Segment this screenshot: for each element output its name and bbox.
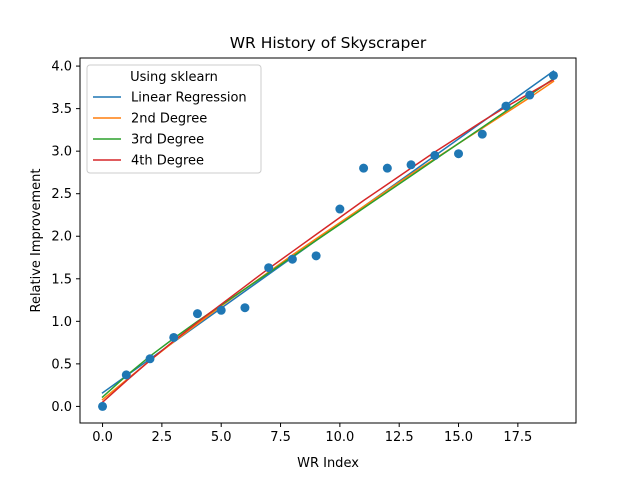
data-point [98, 401, 108, 411]
y-tick-label: 3.5 [51, 102, 72, 117]
legend-label-2: 3rd Degree [131, 133, 204, 148]
x-tick-label: 7.5 [270, 430, 291, 445]
data-point [145, 354, 155, 364]
points-layer [98, 70, 558, 411]
legend-box [86, 64, 262, 174]
x-tick-label: 5.0 [211, 430, 232, 445]
data-point [359, 163, 369, 173]
x-tick-label: 2.5 [152, 430, 173, 445]
y-axis-ticks: 0.0 0.5 1.0 1.5 2.0 2.5 3.0 3.5 4.0 [51, 60, 80, 415]
data-point [264, 263, 274, 273]
data-point [430, 150, 440, 160]
legend-label-3: 4th Degree [131, 154, 204, 169]
data-point [548, 70, 558, 80]
y-tick-label: 3.0 [51, 145, 72, 160]
x-tick-label: 12.5 [385, 430, 414, 445]
data-point [192, 309, 202, 319]
data-point [169, 332, 179, 342]
plot-area: 0.0 2.5 5.0 7.5 10.0 12.5 15.0 17.5 0.0 0.5 1.0 1.… [51, 57, 577, 445]
x-axis-ticks: 0.0 2.5 5.0 7.5 10.0 12.5 15.0 17.5 [92, 423, 532, 445]
data-point [216, 305, 226, 315]
y-axis-label: Relative Improvement [29, 168, 44, 312]
y-tick-label: 0.5 [51, 357, 72, 372]
y-tick-label: 1.5 [51, 272, 72, 287]
data-point [454, 149, 464, 159]
data-point [311, 251, 321, 261]
data-point [525, 90, 535, 100]
legend-title: Using sklearn [130, 70, 218, 85]
y-tick-label: 2.0 [51, 230, 72, 245]
x-axis-label: WR Index [297, 456, 359, 471]
y-tick-label: 2.5 [51, 187, 72, 202]
data-point [240, 303, 250, 313]
x-tick-label: 17.5 [503, 430, 532, 445]
legend-label-0: Linear Regression [131, 91, 247, 106]
legend: Using sklearn Linear Regression 2nd Degre… [86, 64, 262, 174]
data-point [335, 204, 345, 214]
x-tick-label: 15.0 [444, 430, 473, 445]
legend-entries: Linear Regression 2nd Degree 3rd Degree 4th… [93, 91, 247, 169]
y-tick-label: 4.0 [51, 60, 72, 75]
chart-title: WR History of Skyscraper [230, 34, 427, 52]
x-tick-label: 10.0 [325, 430, 354, 445]
data-point [287, 254, 297, 264]
data-point [121, 370, 131, 380]
y-tick-label: 1.0 [51, 315, 72, 330]
legend-label-1: 2nd Degree [131, 112, 207, 127]
data-point [406, 160, 416, 170]
data-point [382, 163, 392, 173]
axes-frame [79, 57, 577, 424]
data-point [501, 101, 511, 111]
x-tick-label: 0.0 [92, 430, 113, 445]
y-tick-label: 0.0 [51, 400, 72, 415]
data-point [477, 129, 487, 139]
